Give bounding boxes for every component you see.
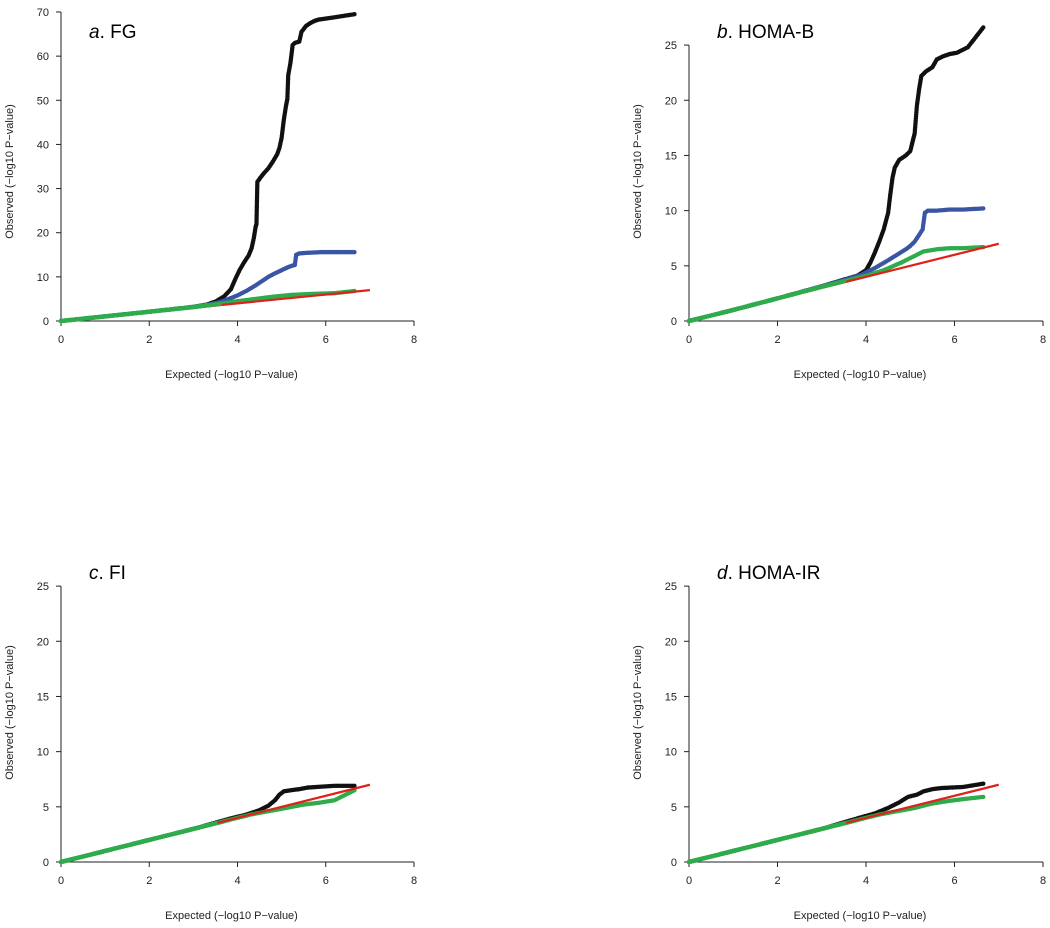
x-tick-label: 2 — [146, 334, 152, 346]
y-tick-label: 50 — [37, 95, 49, 107]
y-tick-label: 20 — [37, 228, 49, 240]
data-point — [213, 821, 218, 826]
y-axis-title: Observed (−log10 P−value) — [632, 645, 644, 780]
panel-c-fi: 0 2 4 6 8 0 5 10 15 20 25 Expected (−log10 P−value)… — [4, 563, 417, 922]
data-point — [981, 25, 986, 30]
series-green-overlay — [58, 301, 223, 324]
x-tick-label: 6 — [951, 875, 957, 887]
series-blue — [58, 249, 357, 324]
y-tick-label: 30 — [37, 184, 49, 196]
y-tick-label: 25 — [37, 581, 49, 593]
y-tick-label: 15 — [665, 150, 677, 162]
y-tick-label: 40 — [37, 139, 49, 151]
y-tick-label: 60 — [37, 51, 49, 63]
x-tick-label: 0 — [58, 334, 64, 346]
y-tick-label: 20 — [37, 636, 49, 648]
y-tick-label: 5 — [671, 261, 677, 273]
x-tick-label: 6 — [951, 334, 957, 346]
x-tick-label: 8 — [411, 875, 417, 887]
panel-d-homa-ir: 0 2 4 6 8 0 5 10 15 20 25 Expected (−log10 P−value)… — [632, 563, 1046, 922]
series-green-overlay — [686, 278, 847, 324]
x-tick-label: 4 — [863, 334, 869, 346]
y-tick-label: 20 — [665, 636, 677, 648]
data-point — [981, 206, 986, 211]
y-axis-title: Observed (−log10 P−value) — [4, 645, 16, 780]
y-tick-label: 10 — [37, 272, 49, 284]
panel-title: b. HOMA-B — [717, 22, 814, 43]
x-tick-label: 4 — [234, 334, 240, 346]
y-tick-label: 5 — [671, 802, 677, 814]
x-tick-label: 6 — [323, 875, 329, 887]
panel-title: a. FG — [89, 22, 137, 43]
series-green-overlay — [686, 821, 847, 865]
panel-label: . HOMA-IR — [728, 563, 821, 584]
y-tick-label: 10 — [37, 747, 49, 759]
data-point — [981, 781, 986, 786]
y-tick-label: 15 — [37, 691, 49, 703]
y-axis-title: Observed (−log10 P−value) — [4, 104, 16, 239]
x-axis-title: Expected (−log10 P−value) — [165, 369, 298, 381]
x-tick-label: 8 — [411, 334, 417, 346]
y-tick-label: 20 — [665, 95, 677, 107]
series-green — [686, 794, 986, 865]
x-tick-label: 0 — [58, 875, 64, 887]
x-tick-label: 4 — [234, 875, 240, 887]
y-tick-label: 0 — [671, 316, 677, 328]
x-tick-label: 8 — [1040, 875, 1046, 887]
y-tick-label: 25 — [665, 40, 677, 52]
panel-letter: d — [717, 563, 729, 584]
x-axis-title: Expected (−log10 P−value) — [794, 910, 927, 922]
data-point — [352, 12, 357, 17]
x-axis-title: Expected (−log10 P−value) — [165, 910, 298, 922]
x-tick-label: 2 — [774, 875, 780, 887]
panel-label: . FG — [100, 22, 137, 43]
y-tick-label: 0 — [671, 857, 677, 869]
y-tick-label: 15 — [665, 691, 677, 703]
series-green-overlay — [58, 821, 218, 865]
x-axis-title: Expected (−log10 P−value) — [794, 369, 927, 381]
x-tick-label: 0 — [686, 875, 692, 887]
y-axis-title: Observed (−log10 P−value) — [632, 104, 644, 239]
y-tick-label: 0 — [43, 857, 49, 869]
panel-letter: c — [89, 563, 99, 584]
x-tick-label: 0 — [686, 334, 692, 346]
panel-label: . FI — [99, 563, 126, 584]
panel-title: d. HOMA-IR — [717, 563, 820, 584]
y-tick-label: 10 — [665, 206, 677, 218]
series-black — [686, 25, 986, 324]
y-tick-label: 10 — [665, 747, 677, 759]
y-tick-label: 25 — [665, 581, 677, 593]
panel-letter: a — [89, 22, 100, 43]
panel-b-homa-b: 0 2 4 6 8 0 5 10 15 20 25 Expected (−log10 P−value)… — [632, 22, 1046, 381]
series-black — [58, 12, 357, 324]
y-tick-label: 5 — [43, 802, 49, 814]
y-tick-label: 70 — [37, 7, 49, 19]
y-tick-label: 0 — [43, 316, 49, 328]
x-tick-label: 2 — [774, 334, 780, 346]
data-point — [841, 278, 847, 284]
data-point — [217, 301, 223, 307]
data-point — [841, 821, 847, 826]
x-tick-label: 8 — [1040, 334, 1046, 346]
data-point — [981, 794, 986, 800]
panel-a-fg: 0 2 4 6 8 0 10 20 30 40 50 60 70 Expected (−log10 P−v… — [4, 7, 417, 381]
data-point — [352, 249, 357, 255]
series-blue — [686, 206, 986, 324]
data-point — [352, 783, 357, 789]
x-tick-label: 4 — [863, 875, 869, 887]
x-tick-label: 2 — [146, 875, 152, 887]
panel-letter: b — [717, 22, 728, 43]
panel-label: . HOMA-B — [728, 22, 815, 43]
x-tick-label: 6 — [323, 334, 329, 346]
panel-title: c. FI — [89, 563, 126, 584]
